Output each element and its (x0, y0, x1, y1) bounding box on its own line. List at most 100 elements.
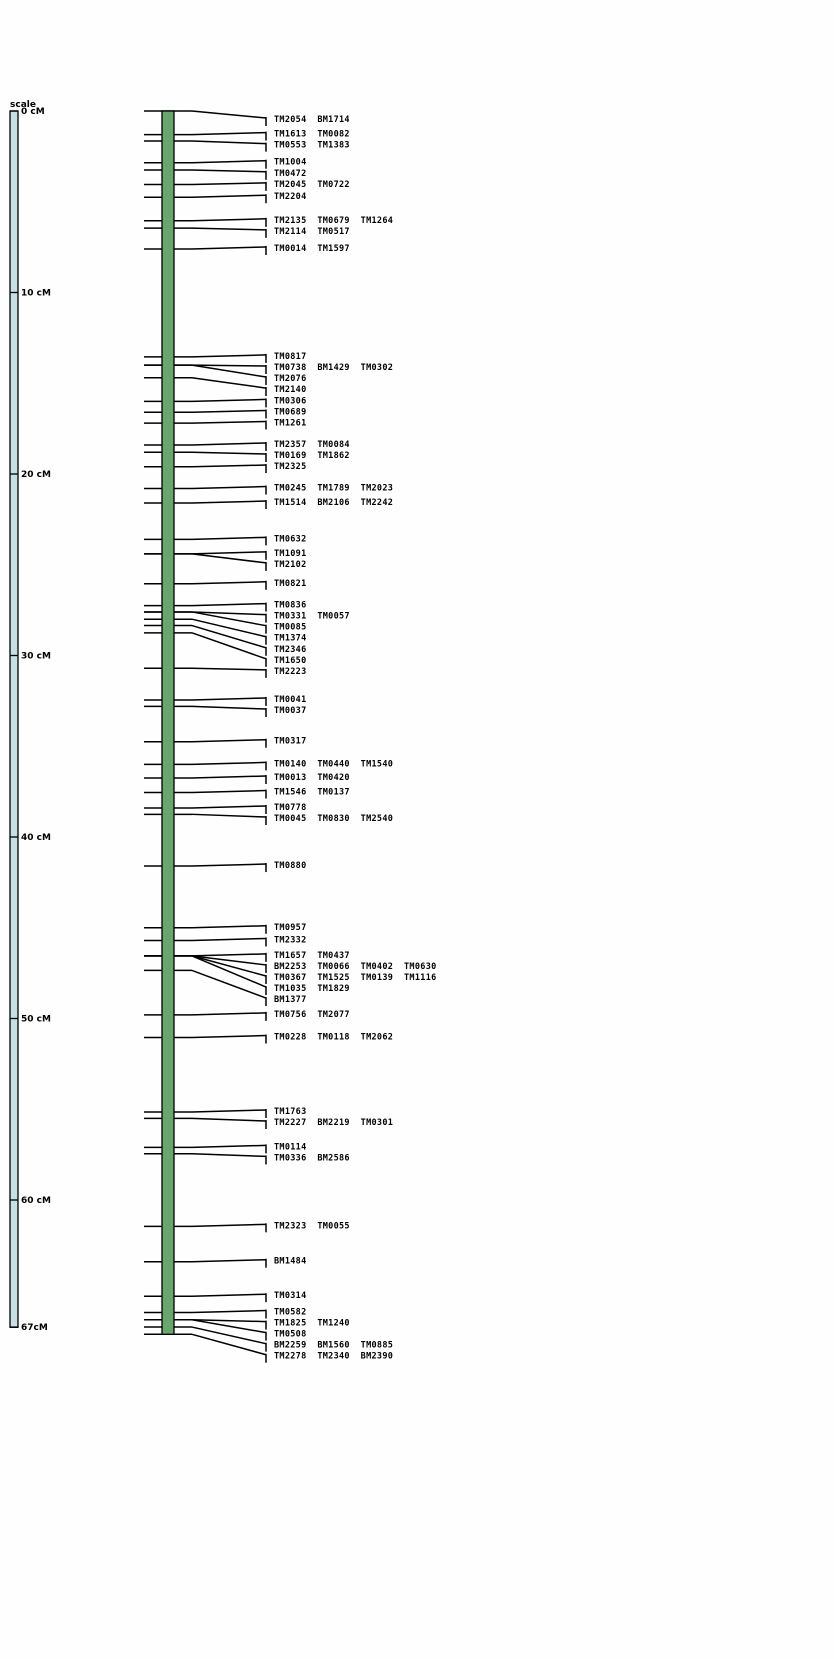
locus-connector (191, 738, 267, 743)
locus-connector (191, 1109, 267, 1113)
marker-label: TM0817 (274, 352, 307, 362)
marker-label: TM0037 (274, 706, 307, 716)
marker-label: TM0553 TM1383 (274, 141, 350, 151)
scale-tick-label: 67cM (21, 1323, 48, 1333)
marker-label: TM1825 TM1240 (274, 1319, 350, 1329)
locus-connector (191, 624, 267, 649)
locus-connector (191, 1293, 267, 1297)
locus-connector (191, 364, 267, 367)
marker-label: TM0013 TM0420 (274, 773, 350, 783)
marker-label: TM2227 BM2219 TM0301 (274, 1118, 393, 1128)
locus-connector (191, 581, 267, 585)
locus-connector (191, 110, 267, 119)
locus-connector (191, 409, 267, 414)
marker-label: TM0228 TM0118 TM2062 (274, 1033, 393, 1043)
locus-connector (191, 953, 267, 957)
scale-tick-label: 50 cM (21, 1015, 51, 1025)
marker-label: TM2140 (274, 385, 307, 395)
locus-connector (191, 805, 267, 809)
locus-connector (191, 194, 267, 198)
locus-connector (191, 1309, 267, 1314)
marker-label: TM1657 TM0437 (274, 951, 350, 961)
scale-title: scale (10, 100, 36, 110)
locus-connector (191, 420, 267, 424)
locus-connector (191, 169, 267, 173)
scale-tick-label: 0 cM (21, 107, 45, 117)
locus-connector (191, 1117, 267, 1122)
marker-label: TM2102 (274, 560, 307, 570)
locus-connector (191, 1223, 267, 1228)
locus-connector (191, 464, 267, 468)
marker-label: TM0041 (274, 695, 307, 705)
marker-label: TM0582 (274, 1308, 307, 1318)
marker-label: TM1374 (274, 634, 307, 644)
chromosome-bar (161, 110, 175, 1335)
marker-label: TM2223 (274, 667, 307, 677)
locus-connector (191, 536, 267, 541)
marker-label: TM0140 TM0440 TM1540 (274, 759, 393, 769)
marker-label: TM2346 (274, 645, 307, 655)
locus-connector (191, 442, 267, 446)
locus-connector (191, 863, 267, 867)
marker-label: TM0169 TM1862 (274, 451, 350, 461)
marker-label: TM0821 (274, 579, 307, 589)
marker-label: TM0836 (274, 601, 307, 611)
marker-label: TM1035 TM1829 (274, 984, 350, 994)
marker-label: TM0957 (274, 923, 307, 933)
locus-connector (191, 1012, 267, 1016)
marker-label: TM0314 (274, 1291, 307, 1301)
marker-label: TM2323 TM0055 (274, 1221, 350, 1231)
marker-label: TM0880 (274, 861, 307, 871)
locus-connector (191, 937, 267, 942)
locus-connector (191, 925, 267, 929)
locus-connector (191, 500, 267, 504)
locus-connector (191, 618, 267, 638)
marker-label: TM2076 (274, 374, 307, 384)
locus-connector (191, 761, 267, 766)
locus-connector (191, 227, 267, 231)
scale-ticks: 0 cM 10 cM 20 cM 30 cM 40 cM 50 cM 60 cM 67cM (10, 107, 51, 1333)
marker-label: TM1514 BM2106 TM2242 (274, 498, 393, 508)
locus-connector (191, 955, 267, 977)
marker-label: TM1261 (274, 419, 307, 429)
marker-label: TM2045 TM0722 (274, 180, 350, 190)
locus-connector (191, 611, 267, 627)
marker-label: TM2325 (274, 462, 307, 472)
marker-label: TM0508 (274, 1330, 307, 1340)
scale-tick-label: 60 cM (21, 1196, 51, 1206)
scale-tick-label: 10 cM (21, 289, 51, 299)
locus-connector (191, 354, 267, 358)
marker-label: TM0114 (274, 1142, 307, 1152)
locus-connector (191, 602, 267, 607)
marker-label: TM2204 (274, 192, 307, 202)
locus-connector (191, 1319, 267, 1334)
locus-connector (191, 1144, 267, 1149)
scale-bar (9, 110, 19, 1328)
locus-connector (191, 218, 267, 222)
marker-label: TM0689 (274, 407, 307, 417)
locus-connector (191, 955, 267, 988)
locus-connector (191, 1258, 267, 1263)
marker-label: TM0317 (274, 737, 307, 747)
locus-connector (191, 159, 267, 164)
locus-connector (191, 667, 267, 671)
locus-connector (191, 1319, 267, 1323)
locus-connector (191, 632, 267, 660)
marker-label: TM1546 TM0137 (274, 788, 350, 798)
scale-tick-label: 40 cM (21, 833, 51, 843)
locus-connector (191, 553, 267, 564)
locus-connector (191, 789, 267, 794)
locus-connector (191, 955, 267, 966)
marker-label: BM2259 BM1560 TM0885 (274, 1341, 393, 1351)
marker-label: TM1091 (274, 549, 307, 559)
locus-connector (191, 705, 267, 710)
locus-connector (191, 364, 267, 378)
marker-label: TM1763 (274, 1107, 307, 1117)
marker-label: TM0778 (274, 803, 307, 813)
marker-label: TM2054 BM1714 (274, 115, 350, 125)
marker-label: TM1004 (274, 158, 307, 168)
marker-label: TM0014 TM1597 (274, 244, 350, 254)
scale-tick-label: 30 cM (21, 652, 51, 662)
marker-label: TM0756 TM2077 (274, 1010, 350, 1020)
